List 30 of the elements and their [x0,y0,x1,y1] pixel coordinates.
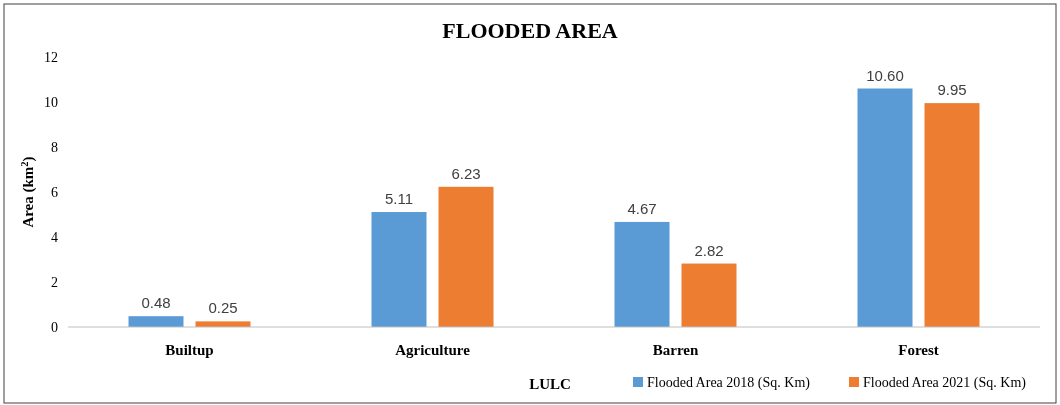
data-label: 2.82 [694,241,724,259]
y-tick-label: 6 [51,184,58,200]
bar [614,221,670,327]
y-tick-label: 12 [44,49,58,65]
y-tick-label: 8 [51,139,58,155]
legend-label: Flooded Area 2021 (Sq. Km) [863,375,1027,391]
x-axis-title: LULC [529,376,571,392]
x-tick-label: Agriculture [395,342,471,358]
bar [128,316,184,327]
bar [857,88,913,327]
x-tick-label: Builtup [165,342,214,358]
y-tick-label: 0 [51,319,58,335]
data-label: 10.60 [866,66,904,84]
data-label: 0.25 [208,299,238,317]
x-tick-label: Forest [898,342,939,358]
legend-label: Flooded Area 2018 (Sq. Km) [647,375,811,391]
data-label: 5.11 [384,190,414,208]
bar [438,186,494,327]
bar [371,212,427,327]
x-tick-label: Barren [652,342,699,358]
chart-title: FLOODED AREA [442,18,618,43]
y-tick-label: 2 [51,274,58,290]
data-label: 0.48 [141,294,171,312]
data-label: 4.67 [627,199,657,217]
y-tick-label: 4 [51,229,58,245]
data-label: 9.95 [937,81,967,99]
y-tick-label: 10 [44,94,58,110]
bar [924,103,980,327]
data-label: 6.23 [451,164,481,182]
bar [681,263,737,327]
